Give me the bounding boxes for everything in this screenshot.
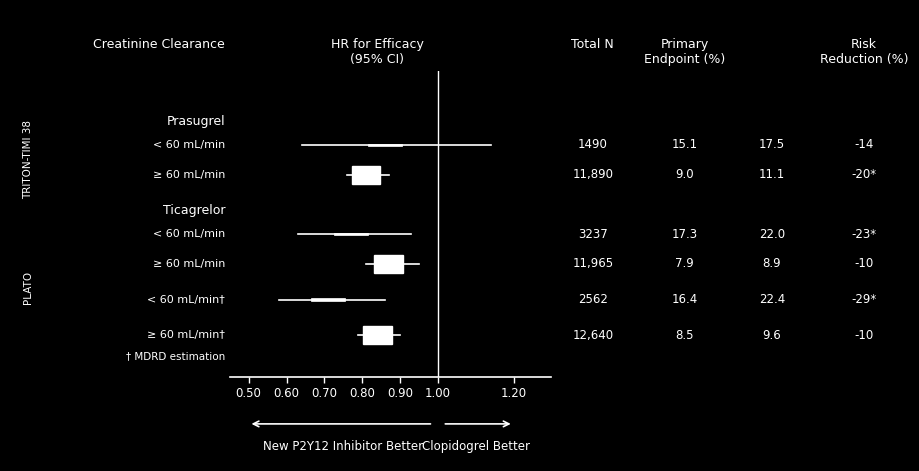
Bar bbox=[374, 255, 403, 273]
Text: 12,640: 12,640 bbox=[573, 329, 613, 341]
Text: 17.3: 17.3 bbox=[672, 227, 698, 241]
Text: 1490: 1490 bbox=[578, 138, 607, 152]
Text: ≥ 60 mL/min†: ≥ 60 mL/min† bbox=[147, 330, 225, 340]
Bar bbox=[334, 233, 368, 236]
Text: 7.9: 7.9 bbox=[675, 257, 694, 270]
Text: 17.5: 17.5 bbox=[759, 138, 785, 152]
Text: 9.6: 9.6 bbox=[763, 329, 781, 341]
Text: -20*: -20* bbox=[851, 168, 877, 181]
Text: 11,965: 11,965 bbox=[573, 257, 613, 270]
Text: 2562: 2562 bbox=[578, 293, 607, 306]
Text: 22.0: 22.0 bbox=[759, 227, 785, 241]
Text: < 60 mL/min: < 60 mL/min bbox=[153, 229, 225, 239]
Text: TRITON-TIMI 38: TRITON-TIMI 38 bbox=[23, 120, 32, 199]
Text: -23*: -23* bbox=[851, 227, 877, 241]
Text: 3237: 3237 bbox=[578, 227, 607, 241]
Text: Prasugrel: Prasugrel bbox=[166, 114, 225, 128]
Text: Primary
Endpoint (%): Primary Endpoint (%) bbox=[644, 38, 725, 65]
Text: † MDRD estimation: † MDRD estimation bbox=[126, 351, 225, 361]
Text: PLATO: PLATO bbox=[23, 271, 32, 304]
Text: ≥ 60 mL/min: ≥ 60 mL/min bbox=[153, 259, 225, 269]
Bar bbox=[368, 144, 402, 146]
Text: -10: -10 bbox=[855, 329, 873, 341]
Text: 16.4: 16.4 bbox=[672, 293, 698, 306]
Text: 8.5: 8.5 bbox=[675, 329, 694, 341]
Text: HR for Efficacy
(95% CI): HR for Efficacy (95% CI) bbox=[331, 38, 424, 65]
Text: -29*: -29* bbox=[851, 293, 877, 306]
Text: Ticagrelor: Ticagrelor bbox=[163, 204, 225, 217]
Bar bbox=[312, 298, 346, 301]
Text: < 60 mL/min: < 60 mL/min bbox=[153, 140, 225, 150]
Text: -10: -10 bbox=[855, 257, 873, 270]
Text: 15.1: 15.1 bbox=[672, 138, 698, 152]
Text: Creatinine Clearance: Creatinine Clearance bbox=[94, 38, 225, 51]
Text: Clopidogrel Better: Clopidogrel Better bbox=[422, 440, 529, 454]
Text: 22.4: 22.4 bbox=[759, 293, 785, 306]
Bar bbox=[352, 166, 380, 184]
Text: ≥ 60 mL/min: ≥ 60 mL/min bbox=[153, 170, 225, 179]
Text: 9.0: 9.0 bbox=[675, 168, 694, 181]
Text: 11,890: 11,890 bbox=[573, 168, 613, 181]
Bar bbox=[363, 326, 391, 344]
Text: New P2Y12 Inhibitor Better: New P2Y12 Inhibitor Better bbox=[263, 440, 424, 454]
Text: 11.1: 11.1 bbox=[759, 168, 785, 181]
Text: < 60 mL/min†: < 60 mL/min† bbox=[147, 294, 225, 305]
Text: Total N: Total N bbox=[572, 38, 614, 51]
Text: Risk
Reduction (%): Risk Reduction (%) bbox=[820, 38, 908, 65]
Text: 8.9: 8.9 bbox=[763, 257, 781, 270]
Text: -14: -14 bbox=[854, 138, 874, 152]
